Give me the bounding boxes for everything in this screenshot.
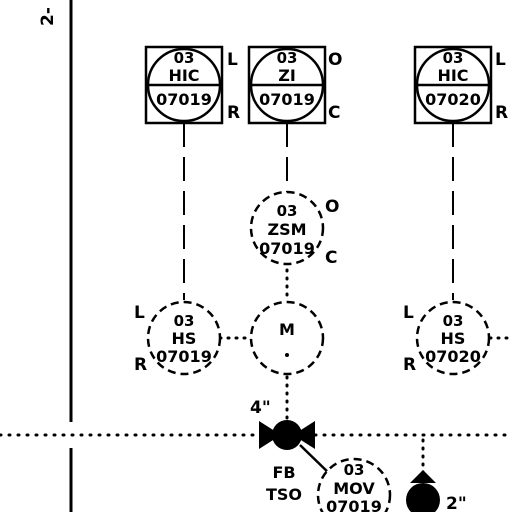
instrument-tag: 07020	[425, 347, 481, 366]
sheet-marker: 2-	[38, 7, 58, 26]
instrument-lower-side: R	[403, 355, 416, 375]
instrument-upper-side: O	[325, 197, 339, 217]
controller-area: 03	[443, 49, 464, 67]
controller-upper-side: L	[227, 50, 238, 70]
instrument-area: 03	[443, 312, 464, 330]
controller-tag: 07019	[156, 90, 212, 109]
controller-tag: 07020	[425, 90, 481, 109]
controller-tag: 07019	[259, 90, 315, 109]
valve-4in[interactable]	[259, 420, 315, 450]
instrument-mov-07019[interactable]: 03 MOV 07019	[316, 457, 392, 512]
instrument-function: ZSM	[267, 220, 306, 239]
instrument-function: HS	[441, 329, 466, 348]
motor-dot	[285, 353, 289, 357]
instrument-hs-07019[interactable]: 03 HS 07019 L R	[134, 300, 222, 376]
instrument-tag: 07019	[259, 239, 315, 258]
instrument-upper-side: L	[403, 303, 414, 323]
controller-lower-side: R	[495, 103, 508, 123]
instrument-lower-side: C	[325, 248, 337, 268]
motor[interactable]: M	[249, 300, 325, 376]
instrument-zsm-07019[interactable]: 03 ZSM 07019 O C	[249, 190, 339, 268]
valve-fail-line2: TSO	[266, 485, 302, 504]
motor-label: M	[279, 320, 295, 339]
controller-zi-07019[interactable]: 03 ZI 07019 O C	[247, 45, 342, 125]
controller-lower-side: C	[328, 103, 340, 123]
instrument-upper-side: L	[134, 303, 145, 323]
controller-area: 03	[174, 49, 195, 67]
instrument-function: HS	[172, 329, 197, 348]
instrument-area: 03	[344, 461, 365, 479]
instrument-function: MOV	[333, 479, 375, 498]
instrument-area: 03	[277, 202, 298, 220]
controller-function: ZI	[278, 66, 296, 85]
controller-upper-side: L	[495, 50, 506, 70]
controller-function: HIC	[437, 66, 468, 85]
instrument-area: 03	[174, 312, 195, 330]
branch-valve[interactable]	[406, 470, 440, 512]
instrument-lower-side: R	[134, 355, 147, 375]
instrument-tag: 07019	[326, 497, 382, 512]
valve-size-label: 4"	[250, 398, 271, 418]
controller-upper-side: O	[328, 50, 342, 70]
valve-fail-line1: FB	[272, 463, 295, 482]
controller-function: HIC	[168, 66, 199, 85]
controller-hic-07020[interactable]: 03 HIC 07020 L R	[413, 45, 508, 125]
instrument-hs-07020[interactable]: 03 HS 07020 L R	[403, 300, 491, 376]
branch-size-label: 2"	[446, 494, 467, 512]
controller-hic-07019[interactable]: 03 HIC 07019 L R	[144, 45, 240, 125]
instrument-tag: 07019	[156, 347, 212, 366]
controller-lower-side: R	[227, 103, 240, 123]
controller-area: 03	[277, 49, 298, 67]
